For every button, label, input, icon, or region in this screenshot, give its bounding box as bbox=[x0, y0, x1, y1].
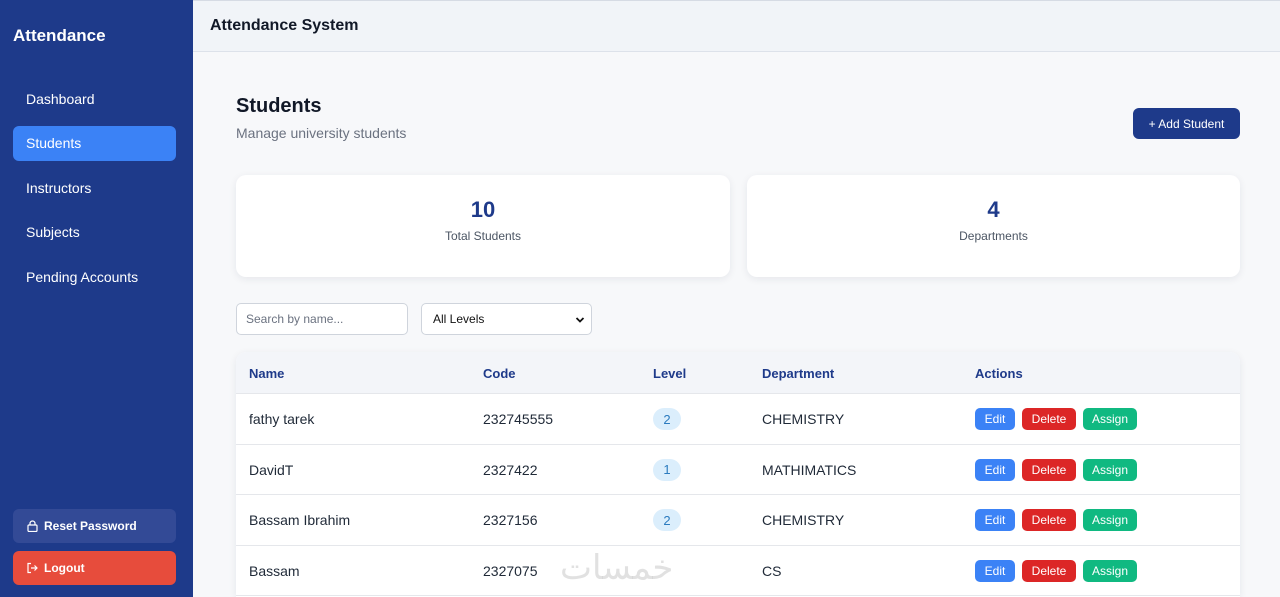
reset-password-button[interactable]: Reset Password bbox=[13, 509, 176, 543]
student-department: MATHIMATICS bbox=[762, 461, 857, 478]
students-table: Name Code Level Department Actions fathy… bbox=[236, 352, 1240, 597]
edit-button[interactable]: Edit bbox=[975, 509, 1015, 531]
student-name: Bassam Ibrahim bbox=[249, 512, 351, 528]
table-row: Bassam 2327075 CS Edit Delete Assign bbox=[236, 546, 1240, 596]
sidebar-item-subjects[interactable]: Subjects bbox=[13, 215, 176, 250]
student-name: DavidT bbox=[249, 461, 294, 478]
table-header: Name Code Level Department Actions bbox=[236, 352, 1240, 394]
stat-label: Total Students bbox=[444, 229, 522, 243]
lock-icon bbox=[26, 520, 38, 532]
logout-icon bbox=[26, 562, 38, 574]
assign-button[interactable]: Assign bbox=[1083, 559, 1137, 582]
logout-label: Logout bbox=[44, 561, 85, 575]
student-code: 2327075 bbox=[483, 562, 538, 579]
chevron-down-icon bbox=[575, 314, 585, 328]
sidebar-item-pending-accounts[interactable]: Pending Accounts bbox=[13, 259, 176, 294]
sidebar-item-label: Students bbox=[26, 135, 82, 151]
column-header-level[interactable]: Level bbox=[653, 366, 687, 381]
sidebar-item-students[interactable]: Students bbox=[13, 125, 176, 161]
student-department: CHEMISTRY bbox=[762, 512, 845, 528]
student-code: 2327156 bbox=[483, 512, 538, 528]
student-name: Bassam bbox=[249, 562, 300, 579]
column-header-department[interactable]: Department bbox=[762, 366, 835, 381]
level-badge: 1 bbox=[653, 458, 681, 481]
level-select-value: All Levels bbox=[433, 312, 485, 326]
student-name: fathy tarek bbox=[249, 411, 315, 427]
watermark: خمسات bbox=[560, 548, 674, 588]
stat-value: 4 bbox=[987, 197, 1000, 222]
level-select[interactable]: All Levels bbox=[421, 303, 592, 335]
sidebar-item-instructors[interactable]: Instructors bbox=[13, 170, 176, 205]
table-row: DavidT 2327422 1 MATHIMATICS Edit Delete… bbox=[236, 445, 1240, 495]
edit-button[interactable]: Edit bbox=[975, 458, 1015, 481]
sidebar-item-label: Pending Accounts bbox=[26, 268, 139, 285]
level-badge: 2 bbox=[653, 509, 681, 531]
assign-button[interactable]: Assign bbox=[1083, 408, 1137, 430]
search-input[interactable] bbox=[236, 303, 408, 335]
stat-value: 10 bbox=[470, 197, 496, 222]
logout-button[interactable]: Logout bbox=[13, 551, 176, 585]
delete-button[interactable]: Delete bbox=[1022, 408, 1076, 430]
table-row: Bassam Ibrahim 2327156 2 CHEMISTRY Edit … bbox=[236, 495, 1240, 546]
page-subtitle: Manage university students bbox=[236, 125, 407, 141]
sidebar-item-label: Subjects bbox=[26, 224, 80, 240]
assign-button[interactable]: Assign bbox=[1083, 509, 1137, 531]
column-header-name[interactable]: Name bbox=[249, 366, 285, 381]
sidebar: Attendance Dashboard Students Instructor… bbox=[0, 0, 193, 597]
table-row: fathy tarek 232745555 2 CHEMISTRY Edit D… bbox=[236, 394, 1240, 445]
delete-button[interactable]: Delete bbox=[1022, 458, 1076, 481]
stat-label: Departments bbox=[959, 229, 1028, 243]
sidebar-item-label: Instructors bbox=[26, 179, 92, 196]
sidebar-item-dashboard[interactable]: Dashboard bbox=[13, 81, 176, 116]
delete-button[interactable]: Delete bbox=[1022, 509, 1076, 531]
sidebar-item-label: Dashboard bbox=[26, 90, 95, 107]
edit-button[interactable]: Edit bbox=[975, 408, 1015, 430]
student-department: CHEMISTRY bbox=[762, 411, 845, 427]
delete-button[interactable]: Delete bbox=[1022, 559, 1076, 582]
column-header-actions: Actions bbox=[975, 366, 1023, 381]
student-department: CS bbox=[762, 562, 782, 579]
app-title: Attendance System bbox=[210, 17, 359, 34]
stat-card-total-students: 10 Total Students bbox=[236, 175, 730, 277]
stat-card-departments: 4 Departments bbox=[747, 175, 1240, 277]
add-student-button[interactable]: + Add Student bbox=[1133, 108, 1240, 139]
level-badge: 2 bbox=[653, 408, 681, 430]
student-code: 232745555 bbox=[483, 411, 554, 427]
edit-button[interactable]: Edit bbox=[975, 559, 1015, 582]
sidebar-brand: Attendance bbox=[13, 26, 106, 45]
sidebar-nav: Dashboard Students Instructors Subjects … bbox=[13, 81, 176, 304]
student-code: 2327422 bbox=[483, 461, 538, 478]
topbar: Attendance System bbox=[193, 0, 1280, 52]
assign-button[interactable]: Assign bbox=[1083, 458, 1137, 481]
column-header-code[interactable]: Code bbox=[483, 366, 516, 381]
reset-password-label: Reset Password bbox=[44, 519, 137, 533]
page-title: Students bbox=[236, 95, 322, 117]
